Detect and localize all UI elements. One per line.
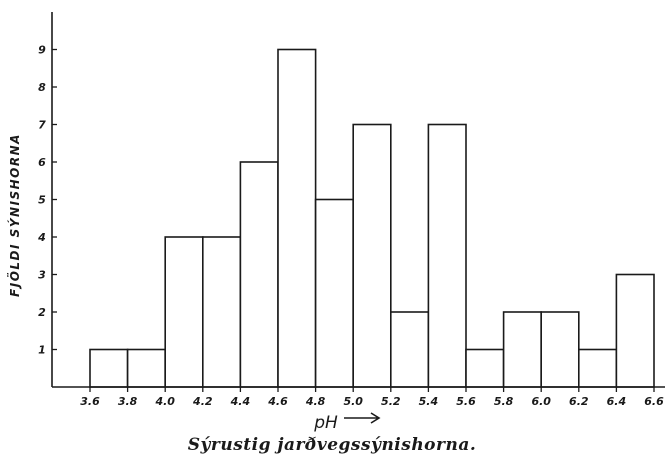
x-tick-label: 6.4 [607, 395, 627, 408]
x-tick-label: 5.2 [381, 395, 401, 408]
x-tick-label: 5.8 [494, 395, 514, 408]
y-tick-label: 6 [38, 156, 46, 169]
histogram-bar [202, 236, 242, 388]
x-axis-arrow-icon [344, 412, 381, 424]
x-tick-label: 4.4 [230, 395, 251, 408]
histogram-bar [427, 123, 467, 388]
x-tick-label: 4.6 [267, 395, 288, 408]
x-tick-label: 6.0 [531, 395, 551, 408]
histogram-bar [314, 198, 355, 388]
histogram-bar [164, 236, 204, 388]
histogram-bar [239, 161, 279, 388]
y-tick-label: 2 [38, 306, 46, 319]
x-tick-label: 4.0 [154, 395, 175, 408]
histogram-bar [615, 273, 655, 388]
x-tick-label: 6.2 [569, 395, 589, 408]
y-tick-label: 5 [38, 194, 46, 207]
y-axis-title: FJÖLDI SÝNISHORNA [7, 133, 22, 297]
y-tick-label: 8 [38, 81, 46, 94]
y-tick-label: 9 [38, 44, 46, 57]
x-tick-label: 3.8 [118, 395, 138, 408]
y-tick-label: 7 [38, 119, 46, 132]
y-tick-label: 4 [37, 231, 46, 244]
plot-area [89, 48, 655, 388]
x-tick-label: 4.2 [192, 395, 213, 408]
histogram-bar [465, 348, 505, 388]
x-tick-label: 5.4 [419, 395, 439, 408]
figure-caption: Sýrustig jarðvegssýnishorna. [188, 435, 477, 455]
histogram-bar [89, 348, 129, 388]
x-tick-label: 6.6 [644, 395, 664, 408]
histogram-bar [389, 311, 430, 388]
histogram-bar [352, 123, 392, 388]
histogram-bar [540, 311, 580, 388]
histogram-bar [277, 48, 317, 388]
y-axis-label: FJÖLDI SÝNISHORNA [7, 133, 22, 297]
x-tick-label: 4.8 [305, 395, 326, 408]
x-axis-title: pH [313, 413, 338, 433]
histogram-bar [502, 311, 543, 388]
axes: 1 2 3 4 5 6 7 8 9 3.6 3.8 4.0 4.2 4.4 4.6 4.8 5.0 5.2 5.4 5… [37, 12, 665, 408]
y-tick-label: 3 [38, 269, 46, 282]
y-tick-label: 1 [38, 344, 46, 357]
x-tick-label: 5.6 [456, 395, 476, 408]
x-tick-label: 5.0 [343, 395, 363, 408]
x-axis-label: pH [313, 412, 381, 433]
histogram-bar [126, 348, 166, 388]
x-tick-label: 3.6 [80, 395, 100, 408]
histogram-bar [577, 348, 618, 388]
